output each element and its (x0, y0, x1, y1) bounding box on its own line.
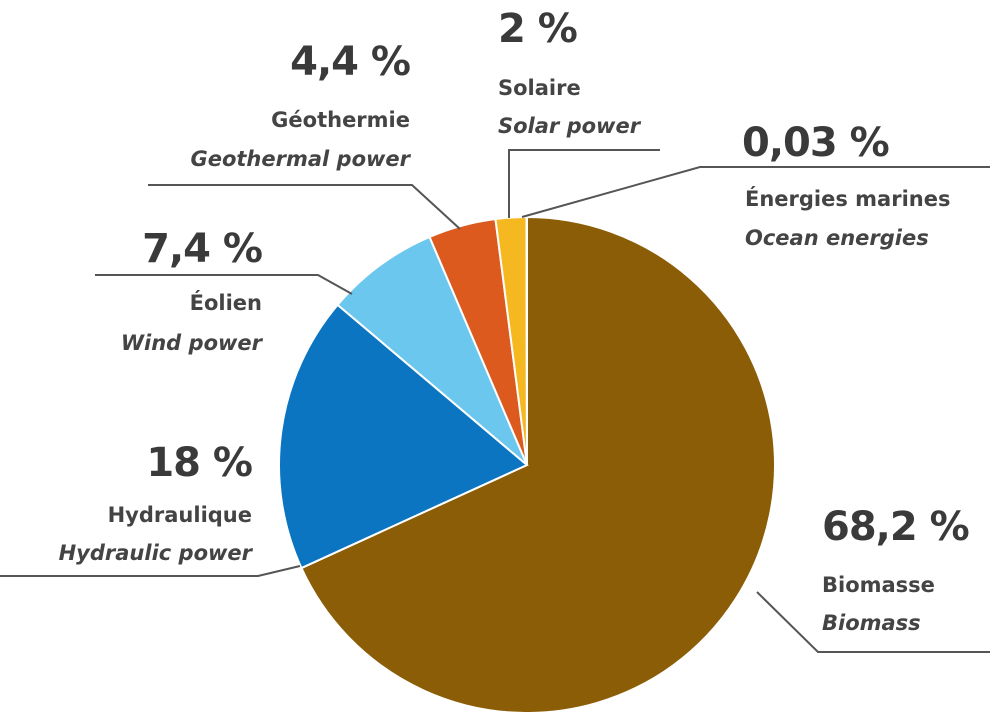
leader-solar (508, 149, 660, 218)
leader-ocean (521, 166, 990, 218)
geothermal-label-en: Geothermal power (190, 147, 411, 171)
leader-hydraulic (0, 565, 301, 577)
biomass-label-fr: Biomasse (822, 573, 935, 597)
biomass-label-en: Biomass (822, 611, 921, 635)
hydraulic-label-fr: Hydraulique (108, 503, 252, 527)
wind-percent-label: 7,4 % (142, 226, 262, 272)
biomass-percent-label: 68,2 % (822, 504, 969, 550)
wind-label-fr: Éolien (190, 290, 262, 315)
solar-label-en: Solar power (498, 114, 642, 138)
slice-labels: 2 % Solaire Solar power 4,4 % Géothermie… (59, 6, 970, 635)
pie-slice-hydraulic (278, 303, 529, 570)
solar-percent-label: 2 % (498, 6, 577, 52)
ocean-label-en: Ocean energies (745, 226, 929, 250)
hydraulic-percent-label: 18 % (146, 440, 252, 486)
hydraulic-label-en: Hydraulic power (59, 541, 254, 565)
ocean-percent-label: 0,03 % (742, 120, 889, 166)
leader-lines (0, 149, 990, 653)
leader-biomass (756, 591, 990, 653)
pie-slices (278, 215, 776, 712)
pie-slice-wind (336, 235, 528, 466)
pie-slice-biomass (300, 215, 776, 712)
ocean-label-fr: Énergies marines (745, 186, 950, 211)
geothermal-label-fr: Géothermie (271, 108, 410, 132)
wind-label-en: Wind power (121, 331, 264, 355)
solar-label-fr: Solaire (498, 76, 581, 100)
leader-wind (95, 274, 353, 295)
geothermal-percent-label: 4,4 % (290, 39, 410, 85)
leader-geothermal (148, 184, 461, 230)
